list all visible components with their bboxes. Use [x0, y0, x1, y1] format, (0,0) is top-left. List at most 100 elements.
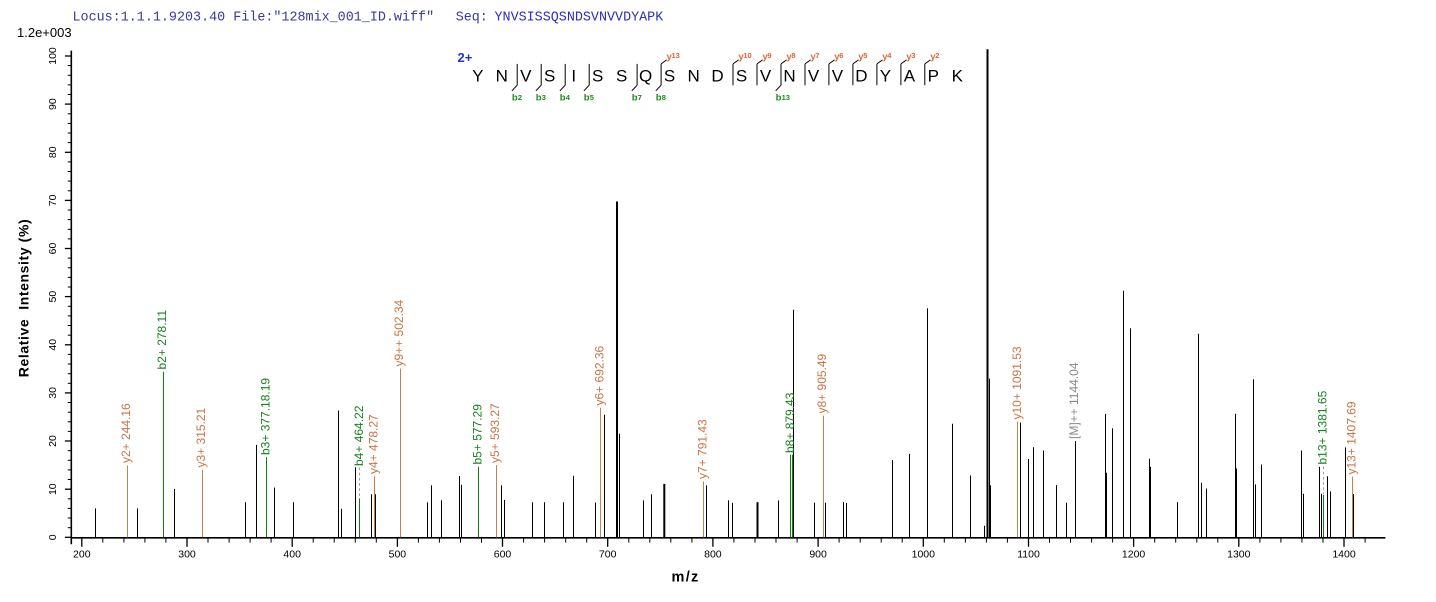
- svg-text:4: 4: [887, 51, 892, 60]
- svg-text:b4+ 464.22: b4+ 464.22: [352, 405, 366, 466]
- svg-text:Y: Y: [880, 67, 891, 86]
- svg-text:y: y: [930, 51, 936, 62]
- svg-text:b13+ 1381.65: b13+ 1381.65: [1316, 390, 1330, 464]
- svg-text:Seq:: Seq:: [456, 11, 488, 26]
- svg-text:0: 0: [47, 534, 59, 540]
- svg-text:2: 2: [935, 51, 939, 60]
- svg-text:y: y: [858, 51, 864, 62]
- svg-text:S: S: [736, 67, 747, 86]
- svg-text:y: y: [810, 51, 816, 62]
- svg-text:b: b: [512, 92, 518, 103]
- svg-text:Q: Q: [639, 67, 652, 86]
- svg-text:5: 5: [863, 51, 867, 60]
- svg-text:N: N: [687, 67, 699, 86]
- svg-text:20: 20: [47, 435, 59, 447]
- svg-text:6: 6: [839, 51, 843, 60]
- svg-text:A: A: [904, 67, 916, 86]
- svg-text:50: 50: [47, 291, 59, 303]
- svg-text:1400: 1400: [1332, 549, 1356, 561]
- svg-text:30: 30: [47, 387, 59, 399]
- svg-text:1300: 1300: [1227, 549, 1251, 561]
- svg-text:K: K: [952, 67, 964, 86]
- svg-text:b5+ 577.29: b5+ 577.29: [470, 404, 484, 465]
- svg-text:80: 80: [47, 146, 59, 158]
- svg-text:N: N: [496, 67, 508, 86]
- svg-text:b8+ 879.43: b8+ 879.43: [783, 392, 797, 453]
- svg-text:V: V: [832, 67, 844, 86]
- svg-text:2: 2: [518, 93, 522, 102]
- svg-text:500: 500: [389, 549, 407, 561]
- svg-text:Y: Y: [472, 67, 483, 86]
- svg-text:y: y: [882, 51, 888, 62]
- svg-text:8: 8: [791, 51, 795, 60]
- svg-text:70: 70: [47, 194, 59, 206]
- svg-text:1100: 1100: [1017, 549, 1040, 561]
- svg-text:N: N: [783, 67, 795, 86]
- svg-text:800: 800: [704, 549, 722, 561]
- svg-text:b: b: [632, 92, 638, 103]
- svg-text:YNVSISSQSNDSVNVVDYAPK: YNVSISSQSNDSVNVVDYAPK: [495, 11, 665, 26]
- svg-text:V: V: [520, 67, 532, 86]
- svg-text:[M]++ 1144.04: [M]++ 1144.04: [1067, 362, 1081, 439]
- svg-text:b3+ 377.18.19: b3+ 377.18.19: [259, 378, 273, 455]
- svg-text:b: b: [584, 92, 590, 103]
- svg-text:100: 100: [47, 47, 59, 65]
- svg-text:60: 60: [47, 243, 59, 255]
- svg-text:400: 400: [283, 549, 301, 561]
- svg-text:D: D: [711, 67, 723, 86]
- svg-text:y2+ 244.16: y2+ 244.16: [119, 403, 133, 463]
- svg-text:700: 700: [599, 549, 617, 561]
- svg-text:y3+ 315.21: y3+ 315.21: [194, 407, 208, 467]
- svg-text:D: D: [855, 67, 867, 86]
- svg-text:y4+ 478.27: y4+ 478.27: [367, 414, 381, 474]
- svg-text:600: 600: [494, 549, 512, 561]
- svg-text:y: y: [834, 51, 840, 62]
- svg-text:90: 90: [47, 98, 59, 110]
- svg-text:b: b: [536, 92, 542, 103]
- svg-text:1.2e+003: 1.2e+003: [17, 25, 72, 40]
- svg-text:I: I: [571, 67, 576, 86]
- svg-text:5: 5: [590, 93, 594, 102]
- svg-text:b: b: [776, 92, 782, 103]
- svg-text:y: y: [906, 51, 912, 62]
- svg-text:y9++ 502.34: y9++ 502.34: [392, 299, 406, 366]
- svg-text:S: S: [544, 67, 555, 86]
- svg-text:y: y: [762, 51, 768, 62]
- svg-text:200: 200: [73, 549, 91, 561]
- svg-text:Relative Intensity (%): Relative Intensity (%): [16, 219, 32, 378]
- svg-text:V: V: [808, 67, 820, 86]
- svg-text:P: P: [928, 67, 939, 86]
- svg-text:S: S: [616, 67, 627, 86]
- svg-text:y6+ 692.36: y6+ 692.36: [593, 345, 607, 405]
- svg-text:Locus:1.1.1.9203.40 File:"128m: Locus:1.1.1.9203.40 File:"128mix_001_ID.…: [73, 11, 435, 26]
- svg-text:900: 900: [809, 549, 827, 561]
- svg-text:10: 10: [47, 483, 59, 495]
- svg-text:13: 13: [672, 51, 680, 60]
- svg-text:40: 40: [47, 339, 59, 351]
- svg-text:7: 7: [815, 51, 819, 60]
- svg-text:b: b: [656, 92, 662, 103]
- svg-text:1000: 1000: [912, 549, 936, 561]
- svg-text:m/z: m/z: [672, 570, 700, 586]
- svg-text:V: V: [760, 67, 772, 86]
- svg-text:S: S: [664, 67, 675, 86]
- svg-text:y: y: [667, 51, 673, 62]
- svg-text:y10+ 1091.53: y10+ 1091.53: [1010, 346, 1024, 419]
- svg-text:y7+ 791.43: y7+ 791.43: [695, 419, 709, 479]
- svg-text:y: y: [738, 51, 744, 62]
- svg-text:2+: 2+: [458, 50, 473, 65]
- svg-text:1200: 1200: [1122, 549, 1146, 561]
- svg-text:y5+ 593.27: y5+ 593.27: [488, 403, 502, 463]
- svg-text:4: 4: [566, 93, 571, 102]
- svg-text:y13+ 1407.69: y13+ 1407.69: [1344, 401, 1358, 474]
- svg-text:y8+ 905.49: y8+ 905.49: [815, 353, 829, 413]
- svg-text:9: 9: [767, 51, 771, 60]
- svg-text:3: 3: [911, 51, 915, 60]
- svg-text:b2+ 278.11: b2+ 278.11: [155, 310, 169, 370]
- svg-text:10: 10: [743, 51, 751, 60]
- svg-text:S: S: [592, 67, 603, 86]
- svg-text:8: 8: [662, 93, 666, 102]
- svg-text:3: 3: [542, 93, 546, 102]
- svg-text:y: y: [786, 51, 792, 62]
- svg-text:b: b: [560, 92, 566, 103]
